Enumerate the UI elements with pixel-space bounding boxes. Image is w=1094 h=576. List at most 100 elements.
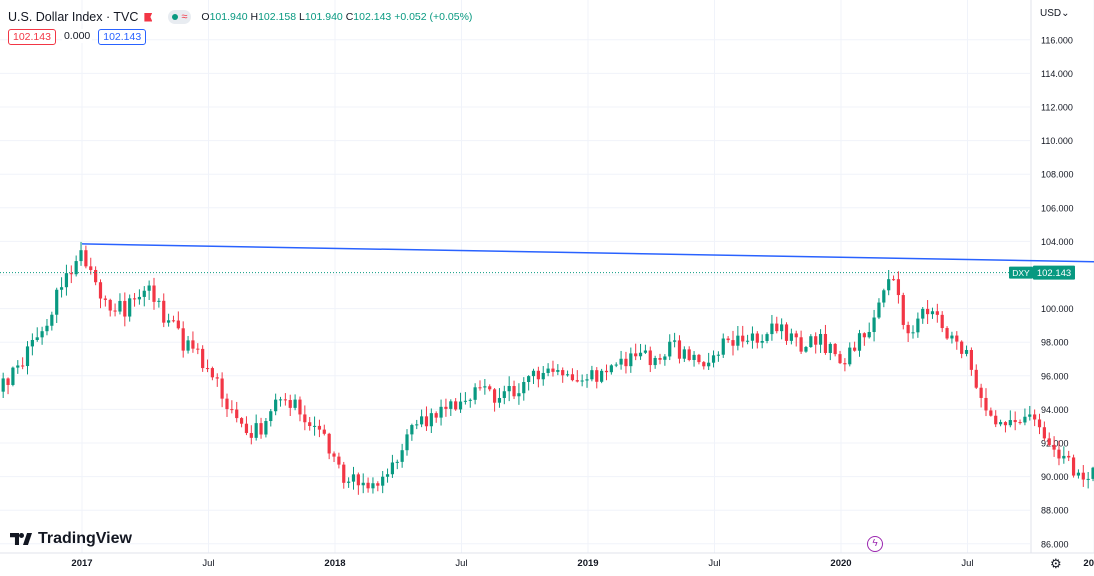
candle[interactable] [1067, 450, 1071, 462]
candle[interactable] [760, 334, 764, 349]
candle[interactable] [79, 241, 83, 266]
candle[interactable] [1052, 436, 1056, 457]
candle[interactable] [1003, 421, 1008, 433]
candle[interactable] [458, 392, 463, 413]
candle[interactable] [989, 407, 993, 417]
candle[interactable] [89, 257, 93, 275]
candle[interactable] [502, 385, 506, 405]
candle[interactable] [930, 307, 935, 319]
candle[interactable] [473, 383, 477, 405]
candle[interactable] [196, 343, 200, 355]
candle[interactable] [867, 322, 871, 339]
candle[interactable] [984, 388, 988, 417]
candle[interactable] [366, 477, 370, 493]
candle[interactable] [1018, 419, 1022, 425]
candle[interactable] [741, 325, 745, 348]
candle[interactable] [546, 363, 550, 377]
candle[interactable] [716, 351, 720, 362]
candle[interactable] [750, 326, 755, 349]
candle[interactable] [55, 287, 59, 323]
candle[interactable] [804, 345, 808, 353]
candle[interactable] [420, 409, 424, 428]
candle[interactable] [327, 432, 331, 460]
candle[interactable] [979, 383, 983, 408]
candle[interactable] [64, 264, 69, 296]
candle[interactable] [103, 295, 107, 307]
candle[interactable] [239, 417, 244, 428]
candle[interactable] [50, 311, 54, 331]
candle[interactable] [317, 419, 322, 438]
candle[interactable] [356, 472, 360, 495]
candle[interactable] [697, 353, 701, 365]
candle[interactable] [570, 368, 575, 382]
candle[interactable] [497, 388, 502, 408]
candle[interactable] [736, 325, 740, 351]
candle[interactable] [624, 351, 628, 374]
candle[interactable] [906, 321, 910, 343]
candle[interactable] [974, 364, 978, 390]
candle[interactable] [536, 366, 540, 388]
candle[interactable] [600, 368, 604, 384]
currency-selector[interactable]: USD⌄ [1040, 8, 1070, 19]
candle[interactable] [288, 394, 292, 417]
candle[interactable] [1037, 413, 1042, 435]
candle[interactable] [857, 329, 862, 357]
candle[interactable] [926, 300, 930, 325]
candle[interactable] [1042, 421, 1046, 441]
candle[interactable] [848, 342, 852, 367]
candle[interactable] [512, 380, 516, 400]
candle[interactable] [1023, 408, 1027, 426]
candle[interactable] [205, 359, 210, 373]
candle[interactable] [176, 311, 180, 330]
candle[interactable] [969, 347, 973, 376]
candle[interactable] [230, 400, 234, 414]
candle[interactable] [21, 357, 25, 370]
candle[interactable] [765, 332, 769, 344]
value-badge-bid[interactable]: 102.143 [8, 29, 56, 45]
candle[interactable] [853, 341, 857, 352]
candle[interactable] [235, 401, 239, 423]
candle[interactable] [828, 342, 832, 361]
candle[interactable] [1047, 432, 1051, 447]
candle[interactable] [692, 351, 696, 367]
candle[interactable] [259, 417, 263, 439]
candle[interactable] [901, 292, 905, 330]
candle[interactable] [137, 289, 142, 305]
candle[interactable] [891, 275, 896, 281]
candle[interactable] [551, 360, 555, 377]
candle[interactable] [376, 481, 380, 492]
candle[interactable] [492, 388, 497, 412]
candle[interactable] [522, 377, 526, 401]
candle[interactable] [278, 396, 283, 407]
candle[interactable] [877, 298, 881, 320]
candle[interactable] [531, 368, 536, 384]
candle[interactable] [682, 346, 686, 362]
candle[interactable] [595, 367, 599, 389]
candle[interactable] [784, 322, 789, 345]
candle[interactable] [1008, 410, 1012, 428]
candle[interactable] [955, 331, 959, 350]
candle[interactable] [702, 360, 706, 370]
candle[interactable] [590, 365, 594, 382]
candle[interactable] [838, 350, 842, 365]
candle[interactable] [11, 366, 15, 387]
candle[interactable] [653, 355, 657, 369]
candle[interactable] [454, 398, 458, 411]
candle[interactable] [410, 423, 414, 441]
candle[interactable] [351, 466, 356, 490]
candle[interactable] [872, 309, 876, 342]
candle[interactable] [687, 346, 691, 362]
candle[interactable] [663, 354, 667, 366]
candle[interactable] [1086, 471, 1090, 489]
candle[interactable] [283, 393, 287, 406]
candle[interactable] [293, 394, 297, 411]
candle[interactable] [994, 410, 998, 428]
candle[interactable] [108, 298, 112, 317]
candle[interactable] [69, 265, 73, 284]
candle[interactable] [225, 393, 229, 417]
candle[interactable] [171, 315, 176, 323]
candle[interactable] [478, 380, 482, 391]
candle[interactable] [118, 293, 122, 315]
candle[interactable] [244, 416, 249, 436]
